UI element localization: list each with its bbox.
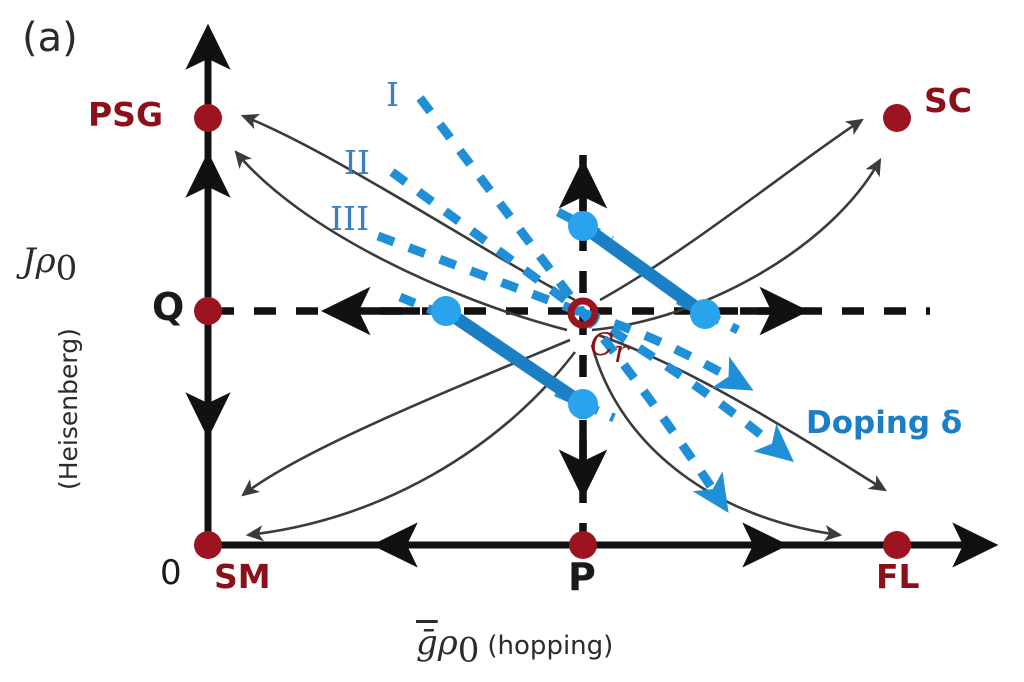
- flow-curve-to-sc-inner: [591, 158, 882, 332]
- label-cr-main: C: [590, 327, 614, 363]
- doping-node-right: [690, 299, 720, 329]
- label-cr-sub: r: [613, 333, 629, 370]
- y-axis-title: Jρ0: [22, 244, 77, 285]
- label-origin-zero: 0: [160, 553, 182, 593]
- trajectory-label-III: III: [330, 199, 370, 238]
- trajectory-III-upper: [376, 231, 585, 318]
- fixed-point-fl: [883, 531, 911, 559]
- panel-label: (a): [22, 15, 78, 61]
- trajectory-I-lower: [580, 309, 794, 462]
- trajectory-II-upper: [389, 168, 586, 317]
- solid-segment-lower-left: [439, 304, 590, 411]
- label-cr: Cr: [590, 330, 629, 368]
- x-axis-symbol-g: ḡ: [416, 623, 438, 663]
- flow-curves: [234, 113, 887, 542]
- fixed-point-cr: [567, 297, 599, 329]
- fixed-point-p: [569, 531, 597, 559]
- trajectory-I-upper: [416, 95, 587, 316]
- flow-curve-to-sc: [599, 118, 864, 302]
- doping-annotation: Doping δ: [806, 405, 963, 441]
- doping-node-left: [431, 296, 461, 326]
- y-axis-symbol-j: J: [22, 241, 36, 281]
- trajectory-label-II: II: [344, 143, 371, 182]
- trajectory-III-lower: [579, 310, 729, 513]
- label-sc: SC: [924, 81, 972, 120]
- y-axis-symbol-rho-index: 0: [55, 248, 78, 289]
- flow-curve-to-sm-lower: [245, 351, 577, 542]
- x-axis-qualifier: (hopping): [487, 631, 614, 661]
- y-axis-qualifier: (Heisenberg): [54, 328, 83, 490]
- label-fl: FL: [876, 557, 920, 596]
- doping-node-lower: [568, 389, 598, 419]
- x-axis-symbol-rho-index: 0: [457, 630, 480, 671]
- fixed-point-markers: [194, 104, 911, 559]
- label-sm: SM: [214, 557, 271, 596]
- solid-segment-upper-right: [576, 219, 712, 321]
- doping-nodes: [431, 211, 720, 419]
- x-axis-symbol-rho: ρ: [437, 623, 458, 663]
- fixed-point-sc: [883, 104, 911, 132]
- fixed-point-sm: [194, 531, 222, 559]
- doping-trajectories: [376, 95, 794, 513]
- x-axis-title: ḡρ0 (hopping): [416, 626, 613, 667]
- label-p: P: [568, 555, 596, 599]
- y-axis-symbol-rho: ρ: [35, 241, 56, 281]
- label-q: Q: [152, 285, 185, 329]
- flow-curve-to-fl-lower: [590, 344, 843, 542]
- fixed-point-psg: [194, 104, 222, 132]
- flow-curve-to-psg-inner: [234, 150, 568, 332]
- trajectory-label-I: I: [386, 75, 400, 114]
- doping-solid-segments: [439, 219, 712, 411]
- label-psg: PSG: [88, 95, 164, 134]
- doping-node-upper: [568, 211, 598, 241]
- fixed-point-q: [194, 297, 222, 325]
